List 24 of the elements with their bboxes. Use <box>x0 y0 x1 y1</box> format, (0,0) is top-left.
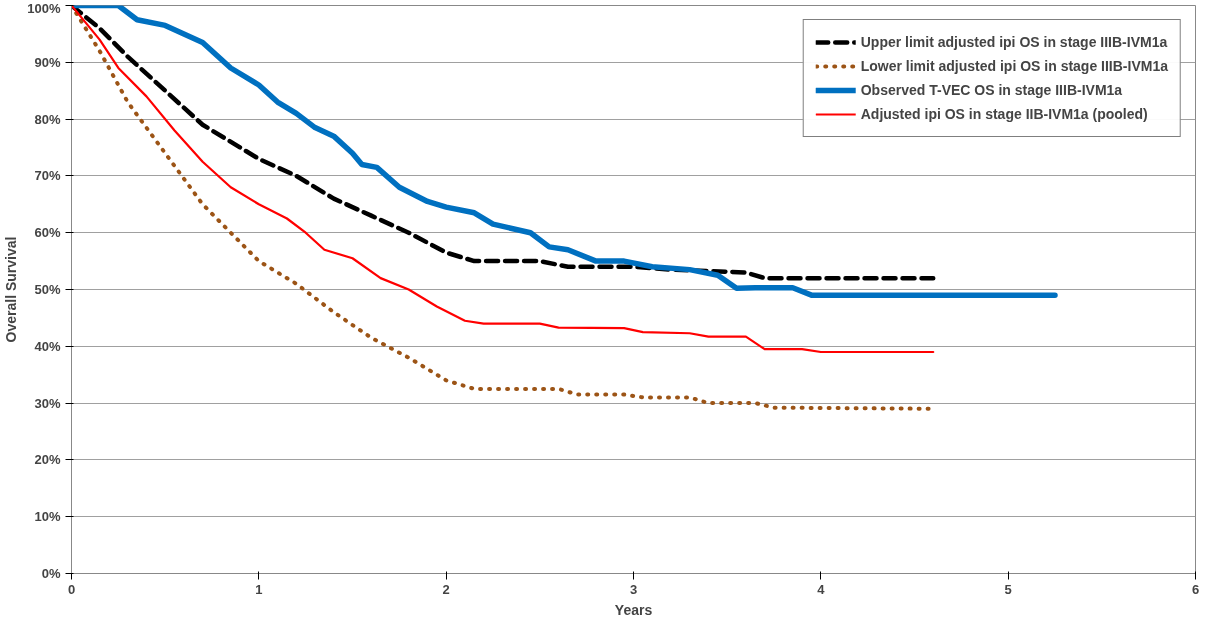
x-tick-label: 2 <box>442 581 450 597</box>
y-tick-label: 30% <box>34 395 61 411</box>
y-tick-label: 20% <box>34 452 61 468</box>
y-axis-title: Overall Survival <box>3 236 20 343</box>
x-tick-label: 1 <box>255 581 263 597</box>
x-tick-label: 4 <box>817 581 826 597</box>
y-tick-label: 0% <box>41 566 61 581</box>
y-tick-label: 70% <box>34 168 61 184</box>
legend-label: Lower limit adjusted ipi OS in stage IIIB-IVM1a <box>860 58 1168 74</box>
y-tick-label: 50% <box>34 282 61 297</box>
y-tick-label: 40% <box>34 338 61 354</box>
x-tick-label: 0 <box>67 581 76 597</box>
legend-label: Observed T-VEC OS in stage IIIB-IVM1a <box>860 82 1123 98</box>
y-tick-label: 60% <box>34 225 61 241</box>
x-axis-title: Years <box>614 601 653 618</box>
x-tick-label: 3 <box>629 581 638 597</box>
legend-label: Adjusted ipi OS in stage IIB-IVM1a (pooled) <box>860 106 1148 122</box>
y-tick-label: 80% <box>34 111 61 127</box>
x-tick-label: 5 <box>1004 581 1012 597</box>
x-tick-label: 6 <box>1191 581 1200 597</box>
y-tick-label: 90% <box>34 54 61 70</box>
legend-label: Upper limit adjusted ipi OS in stage IIIB-IVM1a <box>860 34 1168 50</box>
y-tick-label: 100% <box>27 0 61 16</box>
y-tick-label: 10% <box>34 509 61 525</box>
